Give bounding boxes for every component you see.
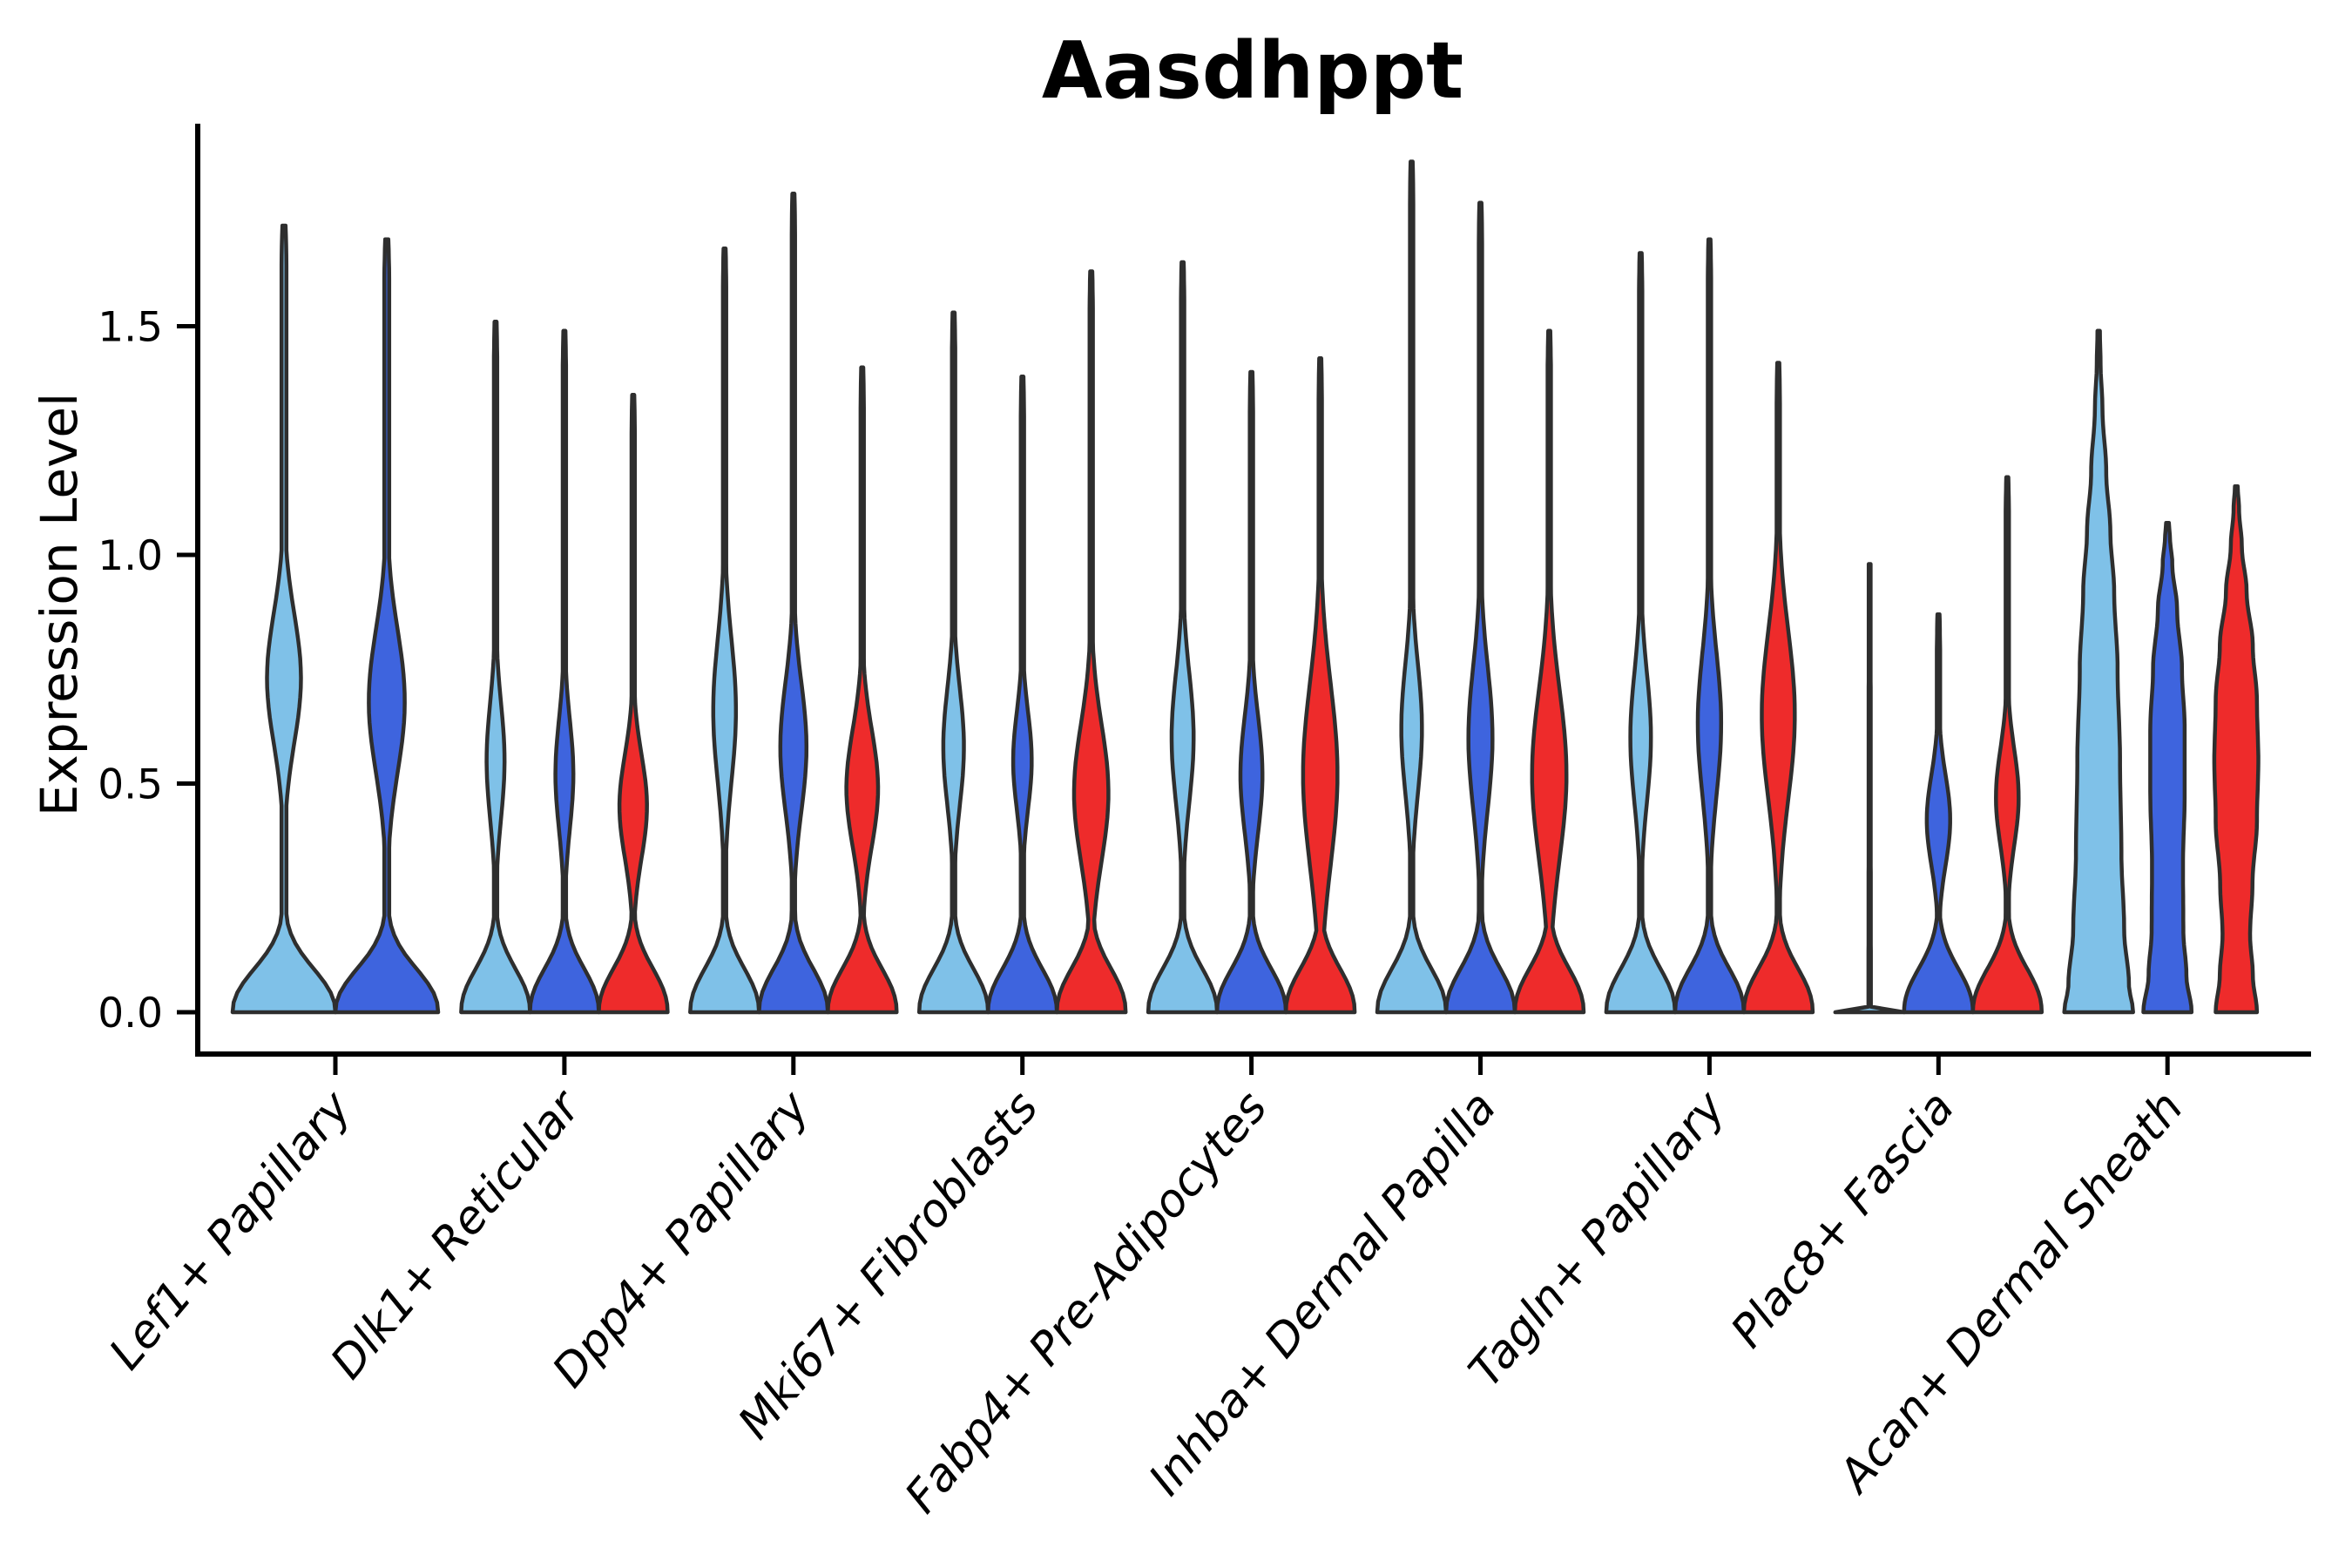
violin-dpp4-papillary-light_blue <box>688 247 761 1015</box>
chart-title: Aasdhppt <box>1042 25 1463 117</box>
violin-lef1-papillary-light_blue <box>230 223 338 1015</box>
y-tick-label: 1.5 <box>98 304 163 352</box>
y-tick-label: 0.5 <box>98 761 163 809</box>
violin-inhba-dermal-papilla-light_blue <box>1375 159 1449 1015</box>
y-tick-label: 1.0 <box>98 532 163 580</box>
violin-inhba-dermal-papilla-dark_blue <box>1443 200 1517 1015</box>
violin-dlk1-reticular-red <box>597 393 670 1015</box>
violin-inhba-dermal-papilla-red <box>1512 328 1586 1015</box>
violin-fabp4-pre-adipocytes-light_blue <box>1146 260 1220 1015</box>
violin-plac8-fascia-dark_blue <box>1902 612 1976 1015</box>
y-axis-label: Expression Level <box>30 393 89 816</box>
violin-mki67-fibroblasts-light_blue <box>916 310 990 1015</box>
violin-mki67-fibroblasts-dark_blue <box>985 375 1059 1015</box>
violin-plac8-fascia-light_blue <box>1833 562 1907 1015</box>
violin-acan-dermal-sheath-light_blue <box>2062 328 2135 1015</box>
violin-plac8-fascia-red <box>1970 475 2044 1015</box>
violin-lef1-papillary-dark_blue <box>333 237 441 1015</box>
violin-dpp4-papillary-red <box>826 365 899 1015</box>
violins-layer <box>230 159 2261 1015</box>
violin-fabp4-pre-adipocytes-dark_blue <box>1214 369 1288 1015</box>
violin-dlk1-reticular-dark_blue <box>528 328 601 1015</box>
violin-tagln-papillary-light_blue <box>1604 251 1678 1015</box>
violin-dpp4-papillary-dark_blue <box>757 192 830 1015</box>
violin-acan-dermal-sheath-red <box>2212 484 2261 1015</box>
violin-tagln-papillary-red <box>1741 361 1815 1015</box>
y-tick-label: 0.0 <box>98 990 163 1037</box>
violin-tagln-papillary-dark_blue <box>1673 237 1747 1015</box>
violin-mki67-fibroblasts-red <box>1054 269 1128 1015</box>
violin-dlk1-reticular-light_blue <box>459 320 532 1015</box>
violin-acan-dermal-sheath-dark_blue <box>2141 521 2194 1015</box>
violin-fabp4-pre-adipocytes-red <box>1283 356 1357 1015</box>
